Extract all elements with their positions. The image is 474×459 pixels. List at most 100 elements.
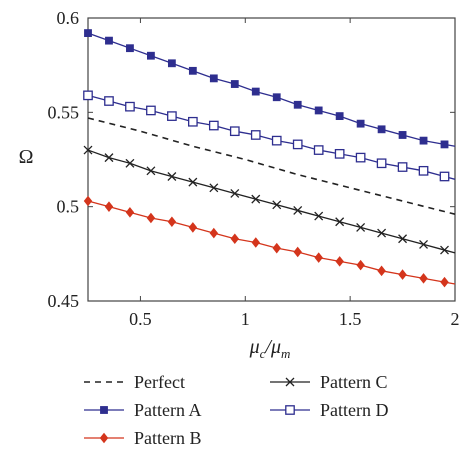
- data-point: [335, 256, 344, 267]
- legend-item: Perfect: [84, 372, 185, 392]
- data-point: [209, 227, 219, 239]
- data-point: [292, 139, 303, 150]
- data-point: [293, 100, 302, 109]
- series-pattern-b: [83, 195, 456, 288]
- legend-label: Pattern A: [134, 400, 202, 420]
- data-point: [398, 269, 407, 280]
- legend-item: Pattern B: [84, 428, 202, 448]
- legend-label: Pattern D: [320, 400, 388, 420]
- data-point: [356, 259, 365, 271]
- data-point: [188, 66, 197, 75]
- data-point: [188, 116, 198, 127]
- data-point: [209, 183, 219, 193]
- series-pattern-a: [84, 29, 456, 149]
- x-tick-label: 1: [241, 309, 250, 329]
- data-point: [440, 245, 449, 255]
- legend: Perfect Pattern C Pattern A Pattern D Patter…: [84, 372, 388, 448]
- data-point: [418, 165, 429, 176]
- legend-marker: [285, 405, 295, 415]
- data-point: [250, 130, 261, 140]
- data-point: [398, 234, 408, 244]
- data-point: [377, 125, 386, 134]
- data-point: [208, 120, 219, 131]
- data-point: [167, 216, 177, 228]
- data-point: [209, 74, 218, 83]
- data-point: [314, 106, 323, 115]
- y-tick-label: 0.55: [48, 102, 80, 122]
- data-point: [376, 158, 387, 169]
- data-point: [126, 44, 134, 53]
- data-point: [125, 207, 135, 218]
- data-point: [230, 233, 240, 245]
- data-point: [377, 265, 386, 277]
- data-point: [419, 273, 428, 284]
- legend-marker: [99, 432, 109, 444]
- data-point: [125, 101, 135, 112]
- data-point: [397, 162, 408, 172]
- data-point: [272, 242, 281, 254]
- data-point: [293, 246, 302, 258]
- series-perfect: [87, 117, 456, 215]
- data-point: [83, 195, 93, 207]
- data-point: [440, 276, 449, 288]
- legend-label: Perfect: [134, 372, 185, 392]
- data-point: [439, 171, 450, 182]
- data-point: [105, 36, 113, 45]
- data-point: [419, 239, 429, 249]
- y-tick-label: 0.6: [57, 8, 80, 28]
- data-point: [335, 112, 344, 121]
- data-point: [356, 119, 365, 128]
- data-point: [293, 205, 303, 215]
- data-point: [84, 29, 92, 37]
- data-point: [419, 136, 428, 145]
- data-point: [167, 59, 176, 68]
- data-point: [314, 252, 323, 263]
- series-line: [87, 117, 456, 215]
- legend-item: Pattern C: [270, 372, 388, 392]
- data-point: [355, 152, 366, 163]
- x-tick-label: 2: [451, 309, 460, 329]
- data-point: [335, 217, 345, 227]
- data-point: [146, 105, 156, 116]
- data-point: [251, 237, 260, 248]
- data-point: [334, 148, 345, 159]
- data-point: [167, 172, 177, 181]
- data-point: [146, 212, 156, 224]
- data-point: [314, 211, 324, 221]
- legend-label: Pattern C: [320, 372, 388, 392]
- data-point: [230, 80, 239, 88]
- legend-marker: [100, 406, 108, 414]
- data-point: [188, 222, 198, 233]
- legend-item: Pattern D: [270, 400, 388, 420]
- data-point: [377, 228, 387, 238]
- data-point: [83, 145, 93, 155]
- data-point: [146, 166, 156, 176]
- data-point: [230, 189, 240, 198]
- data-point: [271, 135, 282, 146]
- x-tick-label: 1.5: [339, 309, 362, 329]
- data-point: [229, 126, 240, 137]
- data-point: [104, 201, 114, 212]
- x-tick-label: 0.5: [129, 309, 152, 329]
- data-point: [188, 177, 198, 187]
- data-point: [104, 153, 114, 163]
- data-point: [104, 96, 114, 106]
- plot-area: [87, 17, 456, 302]
- data-point: [272, 200, 282, 210]
- series-pattern-c: [83, 145, 456, 255]
- data-point: [83, 90, 93, 101]
- data-point: [313, 145, 324, 155]
- y-tick-label: 0.45: [48, 291, 80, 311]
- ticks-layer: 0.5 1 1.5 2 0.45 0.5 0.55 0.6: [48, 8, 460, 329]
- series-line: [87, 32, 456, 147]
- y-axis-label: Ω: [19, 146, 34, 168]
- legend-marker: [285, 377, 295, 387]
- data-point: [251, 87, 260, 96]
- legend-item: Pattern A: [84, 400, 202, 420]
- legend-label: Pattern B: [134, 428, 202, 448]
- data-point: [167, 111, 177, 121]
- y-tick-label: 0.5: [57, 197, 80, 217]
- series-pattern-d: [83, 90, 456, 182]
- data-point: [398, 131, 407, 139]
